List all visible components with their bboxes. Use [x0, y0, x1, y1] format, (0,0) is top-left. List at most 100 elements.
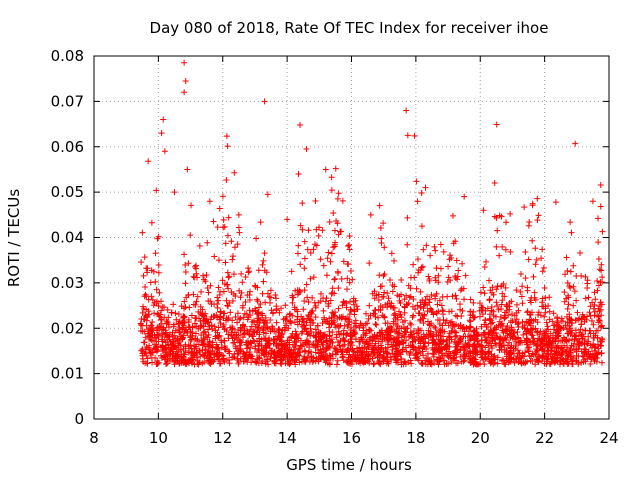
data-point [376, 329, 383, 336]
data-point [474, 338, 481, 345]
data-point [597, 181, 604, 188]
data-point [360, 324, 367, 331]
data-point [539, 268, 546, 275]
data-point [301, 355, 308, 362]
data-point [296, 318, 303, 325]
data-point [377, 225, 384, 232]
data-point [478, 337, 485, 344]
data-point [502, 326, 509, 333]
x-tick-label: 8 [89, 429, 99, 447]
data-point [573, 297, 580, 304]
data-point [228, 332, 235, 339]
data-point [340, 335, 347, 342]
data-point [345, 345, 352, 352]
data-point [524, 309, 531, 316]
data-point [490, 361, 497, 368]
data-point [345, 261, 352, 268]
data-point [431, 323, 438, 330]
data-point [252, 307, 259, 314]
data-point [575, 341, 582, 348]
data-point [526, 316, 533, 323]
data-point [366, 337, 373, 344]
data-point [207, 298, 214, 305]
data-point [445, 263, 452, 270]
data-point [476, 300, 483, 307]
data-point [325, 303, 332, 310]
data-point [547, 350, 554, 357]
data-point [184, 166, 191, 173]
data-point [254, 321, 261, 328]
data-point [532, 261, 539, 268]
data-point [186, 304, 193, 311]
data-point [279, 327, 286, 334]
data-point [519, 300, 526, 307]
data-point [414, 198, 421, 205]
data-point [191, 274, 198, 281]
x-tick-label: 10 [149, 429, 168, 447]
data-point [562, 322, 569, 329]
data-point [219, 277, 226, 284]
y-tick-labels: 0 0.01 0.02 0.03 0.04 0.05 0.06 0.07 0.08 [51, 47, 84, 428]
data-point [426, 277, 433, 284]
data-point [395, 334, 402, 341]
data-point [158, 336, 165, 343]
data-point [566, 323, 573, 330]
data-point [251, 317, 258, 324]
data-point [269, 310, 276, 317]
data-point [456, 301, 463, 308]
data-point [489, 345, 496, 352]
data-point [498, 321, 505, 328]
data-point [533, 342, 540, 349]
data-point [415, 267, 422, 274]
data-point [185, 323, 192, 330]
data-point [590, 321, 597, 328]
data-point [582, 327, 589, 334]
data-point [499, 297, 506, 304]
data-point [246, 291, 253, 298]
data-point [483, 258, 490, 265]
data-point [364, 358, 371, 365]
data-point [346, 316, 353, 323]
data-point [460, 333, 467, 340]
data-point [595, 282, 602, 289]
data-point [239, 279, 246, 286]
data-point [524, 336, 531, 343]
data-point [539, 295, 546, 302]
data-point [380, 220, 387, 227]
data-point [266, 293, 273, 300]
data-point [522, 275, 529, 282]
data-point [435, 272, 442, 279]
data-point [450, 240, 457, 247]
data-point [509, 317, 516, 324]
data-point [458, 358, 465, 365]
data-point [570, 262, 577, 269]
data-point [327, 297, 334, 304]
data-point [595, 256, 602, 263]
data-point [317, 290, 324, 297]
data-point [391, 257, 397, 264]
data-point [378, 346, 385, 353]
data-point [214, 224, 221, 231]
data-point [375, 291, 382, 298]
data-point [152, 278, 159, 285]
data-point [335, 328, 342, 335]
data-point [140, 358, 147, 365]
data-point [244, 316, 251, 323]
data-point [292, 361, 299, 368]
data-point [143, 265, 150, 272]
data-point [454, 346, 461, 353]
data-point [488, 351, 495, 358]
data-point [339, 346, 346, 353]
data-point [407, 320, 414, 327]
data-point [147, 279, 154, 286]
data-point [212, 327, 219, 334]
data-point [319, 341, 326, 348]
data-point [319, 227, 326, 234]
data-point [582, 295, 589, 302]
data-point [380, 293, 387, 300]
data-point [197, 323, 204, 330]
data-point [186, 360, 193, 367]
data-point [489, 337, 496, 344]
data-point [289, 330, 296, 337]
data-point [174, 358, 181, 365]
